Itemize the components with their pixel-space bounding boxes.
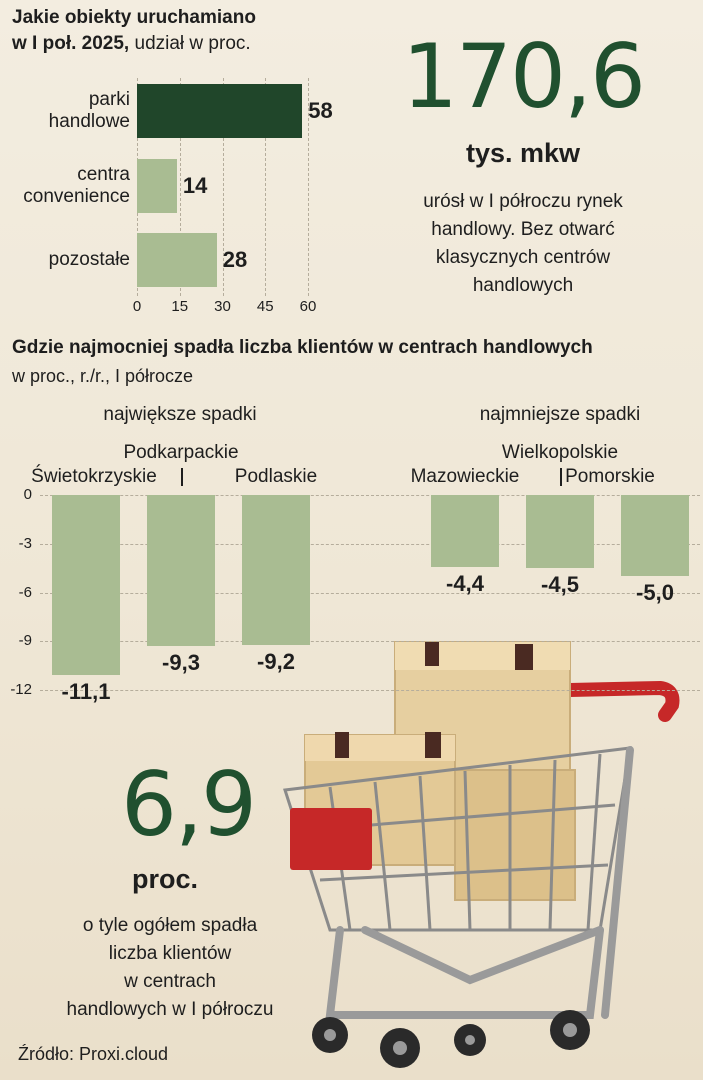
chart1-title: Jakie obiekty uruchamiano — [12, 7, 256, 28]
chart2-y-tick-label: -12 — [10, 681, 32, 698]
chart1-x-tick-label: 15 — [171, 298, 189, 315]
chart2-bar-value: -11,1 — [61, 679, 111, 705]
callout2-description: o tyle ogółem spadła liczba klientów w c… — [30, 912, 310, 1024]
chart2-category-label: Mazowieckie — [410, 466, 520, 487]
chart1-bar — [137, 84, 303, 138]
chart1-area: 0 15 30 45 60 58 parki handlowe 14 centra convenie… — [0, 70, 380, 330]
callout1-value: 170,6 — [402, 25, 646, 128]
chart2-label-stem — [560, 468, 562, 486]
chart1-x-tick-label: 30 — [214, 298, 231, 315]
chart2-gridline — [40, 495, 700, 496]
chart2-y-tick-label: -9 — [18, 632, 32, 650]
callout1-line: klasycznych centrów — [435, 247, 611, 268]
chart2-bar — [431, 495, 499, 567]
chart2-category-label: Podlaskie — [234, 466, 318, 487]
chart1-category-line: centra — [77, 164, 130, 185]
chart1-category-label: parki handlowe — [10, 89, 130, 133]
chart1-bar — [137, 159, 177, 213]
chart1-category-line: handlowe — [48, 111, 130, 132]
chart2-category-label: Świetokrzyskie — [31, 466, 157, 487]
chart2-bar-value: -9,2 — [257, 648, 295, 674]
chart2-label-stem — [181, 468, 183, 486]
chart2-y-tick-label: -3 — [18, 534, 32, 552]
chart1-x-tick-label: 0 — [132, 298, 142, 315]
chart1-gridline — [222, 78, 224, 296]
shopping-cart-illustration — [283, 641, 680, 1068]
chart2-bar — [147, 495, 215, 647]
chart2-category-label: Wielkopolskie — [501, 442, 619, 463]
chart2-y-tick-label: 0 — [23, 486, 32, 503]
chart2-bar — [242, 495, 310, 645]
chart1-gridline — [265, 78, 267, 296]
callout2-line: o tyle ogółem spadła — [82, 915, 258, 936]
chart1-gridline — [179, 78, 181, 296]
chart1-category-label: pozostałe — [10, 249, 130, 271]
chart2-gridline — [40, 543, 700, 545]
chart1-category-line: parki — [88, 89, 130, 110]
chart1-category-line: pozostałe — [48, 249, 130, 270]
callout1-line: handlowych — [472, 275, 574, 296]
callout1-description: urósł w I półroczu rynek handlowy. Bez o… — [398, 188, 648, 300]
chart1-bar-value: 58 — [308, 98, 333, 123]
source-note: Źródło: Proxi.cloud — [18, 1044, 169, 1064]
callout1-line: urósł w I półroczu rynek — [423, 191, 623, 212]
chart2-gridline — [40, 592, 700, 594]
chart1-category-line: convenience — [23, 186, 130, 207]
callout2-line: w centrach — [124, 971, 216, 992]
chart2-bar-value: -4,5 — [541, 572, 579, 598]
chart2-category-label: Podkarpackie — [123, 442, 239, 463]
chart2-group-label: największe spadki — [103, 404, 257, 425]
callout2-line: liczba klientów — [108, 943, 232, 964]
chart1-subtitle-rest: udział w proc. — [129, 33, 251, 54]
callout1-unit: tys. mkw — [465, 138, 581, 168]
chart2-bar — [52, 495, 120, 676]
chart1-category-label: centra convenience — [10, 164, 130, 208]
callout1-line: handlowy. Bez otwarć — [431, 219, 615, 240]
chart1-gridline — [308, 78, 309, 296]
callout2-value: 6,9 — [121, 753, 257, 856]
chart2-gridline — [40, 641, 700, 643]
chart2-group-label: najmniejsze spadki — [479, 404, 641, 425]
chart1-x-tick-label: 60 — [299, 298, 317, 315]
chart2-bar-value: -9,3 — [162, 650, 200, 676]
chart1-bar-value: 28 — [222, 247, 248, 272]
chart1-subtitle: w I poł. 2025, udział w proc. — [12, 32, 251, 56]
callout2-line: handlowych w I półroczu — [66, 999, 274, 1020]
chart1-bar — [137, 233, 217, 287]
chart2-bar — [526, 495, 594, 569]
chart2-title: Gdzie najmocniej spadła liczba klientów … — [12, 337, 593, 358]
chart2-bar — [621, 495, 689, 577]
chart2-bar-value: -5,0 — [636, 580, 674, 606]
chart2-area: największe spadki najmniejsze spadki 0 -3 -6… — [0, 390, 703, 720]
callout2-unit: proc. — [131, 864, 198, 894]
chart2-gridline — [40, 690, 700, 691]
chart2-y-tick-label: -6 — [18, 583, 32, 601]
chart1-x-tick-label: 45 — [256, 298, 274, 315]
chart2-category-label: Pomorskie — [565, 466, 655, 487]
chart2-subtitle: w proc., r./r., I półrocze — [12, 366, 194, 386]
chart1-bar-value: 14 — [182, 173, 208, 198]
chart2-bar-value: -4,4 — [446, 570, 484, 596]
chart1-subtitle-bold: w I poł. 2025, — [12, 33, 130, 54]
